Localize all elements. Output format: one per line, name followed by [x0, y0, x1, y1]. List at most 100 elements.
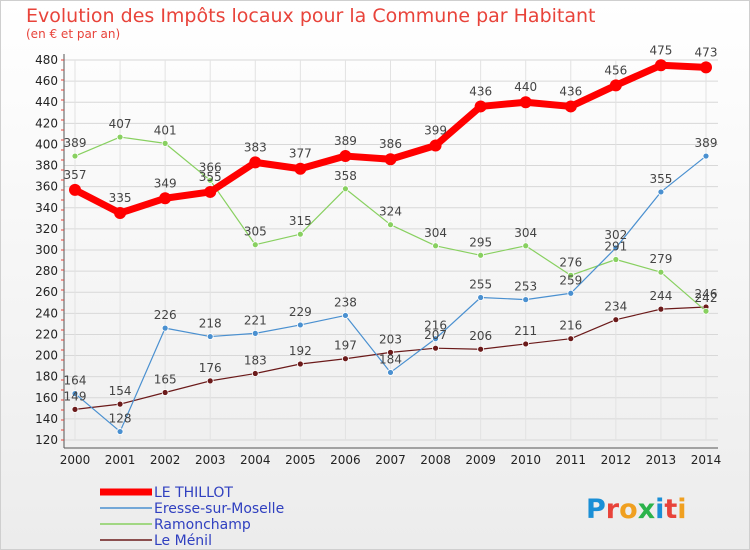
data-label: 255 [469, 278, 492, 292]
data-point [296, 360, 304, 368]
data-label: 226 [154, 308, 177, 322]
data-label: 154 [109, 384, 132, 398]
data-point [342, 312, 349, 319]
data-point [432, 344, 439, 352]
series-le-thillot [69, 59, 712, 220]
data-point [387, 348, 394, 356]
logo-letter: i [655, 494, 664, 525]
data-label: 436 [559, 84, 582, 98]
data-label: 149 [64, 389, 87, 403]
x-tick-label: 2008 [420, 453, 451, 467]
data-label: 456 [604, 63, 627, 77]
data-label: 386 [379, 137, 402, 151]
data-label: 315 [289, 214, 312, 228]
data-point [612, 316, 620, 324]
y-tick-label: 420 [35, 116, 58, 130]
legend-label: Le Ménil [154, 533, 212, 549]
data-label: 440 [514, 80, 537, 94]
data-label: 389 [334, 134, 357, 148]
data-label: 197 [334, 339, 357, 353]
data-point [477, 251, 485, 259]
y-tick-label: 440 [35, 95, 58, 109]
y-tick-label: 280 [35, 264, 58, 278]
y-tick-label: 180 [35, 370, 58, 384]
data-point [657, 305, 665, 313]
data-point [251, 241, 259, 249]
data-label: 366 [199, 160, 222, 174]
x-tick-label: 2012 [601, 453, 632, 467]
y-tick-label: 200 [35, 349, 58, 363]
data-point [251, 370, 259, 377]
data-label: 436 [469, 84, 492, 98]
data-point [384, 153, 397, 166]
data-point [69, 183, 81, 196]
data-label: 357 [64, 168, 87, 182]
data-point [702, 152, 710, 160]
data-point [114, 207, 127, 220]
data-point [522, 296, 530, 304]
data-point [657, 188, 665, 196]
legend: LE THILLOTEresse-sur-MoselleRamonchampLe… [100, 485, 284, 549]
data-label: 475 [649, 43, 672, 57]
series-ramonchamp [71, 133, 710, 315]
x-tick-label: 2009 [465, 453, 496, 467]
data-label: 355 [649, 172, 672, 186]
legend-label: Eresse-sur-Moselle [154, 501, 284, 517]
proxiti-logo: Proxiti [586, 494, 687, 525]
grid-lines [64, 59, 718, 441]
data-point [477, 345, 485, 353]
data-point [612, 256, 620, 263]
x-tick-label: 2011 [556, 453, 587, 467]
data-point [522, 340, 530, 348]
logo-letter: x [638, 494, 655, 525]
y-tick-label: 300 [35, 243, 58, 257]
x-tick-label: 2004 [240, 453, 271, 467]
data-point [474, 100, 487, 113]
x-tick-label: 2007 [375, 453, 406, 467]
data-point [612, 244, 620, 252]
data-labels: 149 154 165 176 183 192 197 203 207 206 211 216 234 2… [64, 43, 718, 425]
y-tick-label: 400 [35, 137, 58, 151]
data-label: 165 [154, 373, 177, 387]
data-label: 242 [695, 291, 718, 305]
data-label: 383 [244, 140, 267, 154]
data-label: 234 [604, 300, 627, 314]
y-tick-label: 480 [35, 53, 58, 67]
data-point [116, 133, 124, 141]
data-label: 244 [649, 289, 672, 303]
data-point [206, 377, 214, 385]
data-point [519, 96, 532, 109]
data-label: 216 [559, 319, 582, 333]
data-point [204, 185, 217, 198]
data-point [567, 335, 575, 343]
data-point [116, 428, 124, 435]
y-tick-label: 260 [35, 285, 58, 299]
x-tick-label: 2006 [330, 453, 361, 467]
data-label: 259 [559, 273, 582, 287]
data-label: 401 [154, 123, 177, 137]
data-label: 304 [424, 226, 447, 240]
data-label: 183 [244, 354, 267, 368]
data-label: 221 [244, 313, 267, 327]
data-point [522, 242, 530, 250]
data-point [294, 162, 307, 175]
y-tick-label: 160 [35, 391, 58, 405]
data-label: 276 [559, 255, 582, 269]
x-tick-label: 2000 [60, 453, 91, 467]
y-tick-label: 120 [35, 433, 58, 447]
data-label: 246 [695, 287, 718, 301]
data-point [564, 100, 577, 113]
x-tick-label: 2003 [195, 453, 226, 467]
data-label: 229 [289, 305, 312, 319]
x-tick-label: 2005 [285, 453, 316, 467]
data-label: 192 [289, 344, 312, 358]
data-label: 389 [64, 136, 87, 150]
data-label: 349 [154, 176, 177, 190]
data-point [206, 176, 214, 184]
data-label: 216 [424, 319, 447, 333]
data-label: 295 [469, 235, 492, 249]
chart-title: Evolution des Impôts locaux pour la Comm… [26, 5, 596, 27]
x-tick-label: 2013 [646, 453, 677, 467]
data-label: 407 [109, 117, 132, 131]
